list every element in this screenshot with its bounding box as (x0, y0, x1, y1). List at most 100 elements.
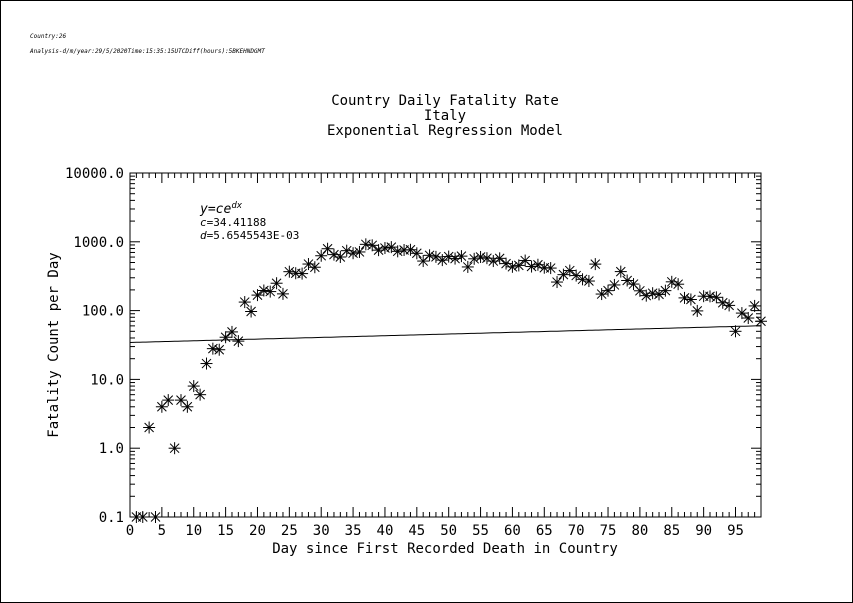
regression-curve (129, 325, 762, 343)
data-point (391, 245, 404, 258)
data-point (646, 287, 659, 300)
meta-country-line: Country:26 (30, 33, 67, 40)
data-point (238, 296, 251, 309)
data-point (589, 258, 602, 271)
data-point (684, 293, 697, 306)
x-tick-label: 50 (440, 523, 457, 539)
data-point (748, 299, 761, 312)
y-axis: 0.1 1.0 10.0 100.0 1000.0 10000.0 (65, 166, 761, 526)
data-point (181, 400, 194, 413)
d-value: =5.6545543E-03 (207, 229, 300, 242)
data-point (308, 261, 321, 274)
data-point (251, 289, 264, 302)
equation-text: y=cedx (199, 201, 243, 217)
data-point (461, 260, 474, 273)
x-tick-label: 25 (281, 523, 298, 539)
x-tick-label: 55 (472, 523, 489, 539)
x-tick-label: 10 (185, 523, 202, 539)
x-tick-label: 5 (158, 523, 166, 539)
data-point (143, 421, 156, 434)
data-point (372, 244, 385, 257)
x-tick-label: 80 (631, 523, 648, 539)
data-point (493, 252, 506, 265)
data-point (264, 285, 277, 298)
data-point (608, 278, 621, 291)
data-point (194, 388, 207, 401)
data-point (678, 291, 691, 304)
data-point (187, 380, 200, 393)
data-point (219, 331, 232, 344)
x-tick-label: 35 (345, 523, 362, 539)
c-symbol: c (200, 216, 207, 229)
data-point (232, 335, 245, 348)
data-points (130, 238, 767, 523)
x-tick-label: 60 (504, 523, 521, 539)
c-value: =34.41188 (207, 216, 267, 229)
data-point (136, 511, 149, 523)
d-symbol: d (200, 229, 207, 242)
data-point (506, 260, 519, 273)
data-point (710, 291, 723, 304)
y-tick-label: 1.0 (99, 441, 124, 457)
data-point (653, 288, 666, 301)
data-point (582, 275, 595, 288)
x-tick-label: 75 (600, 523, 617, 539)
x-tick-label: 95 (727, 523, 744, 539)
data-point (245, 305, 258, 318)
data-point (755, 315, 767, 328)
data-point (225, 325, 238, 338)
x-tick-label: 65 (536, 523, 553, 539)
chart-subtitle: Italy (423, 108, 467, 124)
c-value-text: c=34.41188 (200, 216, 266, 229)
data-point (200, 357, 213, 370)
x-tick-label: 70 (568, 523, 585, 539)
data-point (704, 290, 717, 303)
data-point (366, 239, 379, 252)
data-point (621, 274, 634, 287)
data-point (404, 243, 417, 256)
data-point (525, 260, 538, 273)
data-point (729, 325, 742, 338)
data-point (614, 265, 627, 278)
data-point (276, 287, 289, 300)
y-tick-label: 100.0 (82, 304, 124, 320)
x-tick-label: 20 (249, 523, 266, 539)
data-point (512, 259, 525, 272)
d-value-text: d=5.6545543E-03 (200, 229, 299, 242)
data-point (257, 284, 270, 297)
y-axis-label: Fatality Count per Day (46, 252, 62, 437)
y-tick-label: 10000.0 (65, 166, 124, 182)
meta-analysis-line: Analysis-d/m/year:29/5/2020Time:15:35:15… (30, 48, 265, 55)
data-point (417, 255, 430, 268)
y-tick-label: 1000.0 (73, 235, 124, 251)
data-point (723, 299, 736, 312)
data-point (270, 277, 283, 290)
data-point (168, 442, 181, 455)
data-point (213, 343, 226, 356)
data-point (742, 312, 755, 325)
data-point (531, 258, 544, 271)
data-point (162, 394, 175, 407)
data-point (595, 288, 608, 301)
plot-area-border (129, 172, 762, 518)
data-point (500, 257, 513, 270)
data-point (691, 304, 704, 317)
x-axis: 0 5 10 15 20 25 30 35 40 45 50 55 60 65 70 75 80 85 90 95 (126, 173, 762, 539)
data-point (735, 307, 748, 320)
data-point (672, 278, 685, 291)
data-point (410, 247, 423, 260)
data-point (633, 284, 646, 297)
data-point (347, 247, 360, 260)
regression-annotation: y=cedx c=34.41188 d=5.6545543E-03 (199, 201, 299, 242)
chart-model-title: Exponential Regression Model (326, 123, 563, 139)
data-point (359, 238, 372, 251)
x-tick-label: 85 (663, 523, 680, 539)
x-tick-label: 40 (377, 523, 394, 539)
data-point (149, 511, 162, 523)
data-point (455, 250, 468, 263)
data-point (302, 258, 315, 271)
data-point (429, 250, 442, 263)
x-tick-label: 30 (313, 523, 330, 539)
